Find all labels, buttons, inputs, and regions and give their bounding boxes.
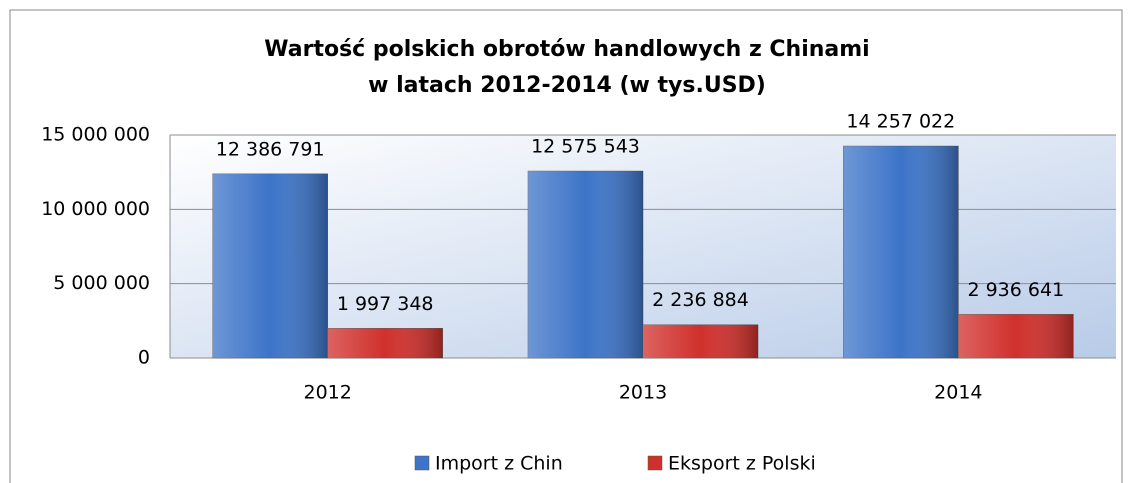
- legend-label: Eksport z Polski: [668, 453, 816, 475]
- bar-shine: [528, 171, 643, 358]
- bar-shine: [327, 328, 443, 358]
- legend-label: Import z Chin: [435, 453, 563, 475]
- chart-border: [9, 9, 1123, 483]
- chart-title: Wartość polskich obrotów handlowych z Ch…: [264, 37, 869, 62]
- x-tick-label: 2014: [934, 382, 982, 404]
- x-tick-label: 2012: [303, 382, 351, 404]
- legend-swatch: [647, 455, 663, 471]
- data-label: 14 257 022: [846, 111, 955, 133]
- bar-shine: [643, 324, 758, 358]
- bar-shine: [843, 146, 959, 358]
- data-label: 12 575 543: [531, 136, 640, 158]
- data-label: 2 236 884: [652, 289, 749, 311]
- chart-title: w latach 2012-2014 (w tys.USD): [368, 73, 766, 98]
- legend-swatch: [414, 455, 430, 471]
- y-tick-label: 15 000 000: [41, 124, 150, 146]
- y-tick-label: 0: [138, 347, 150, 369]
- bar-shine: [958, 314, 1074, 358]
- y-tick-label: 10 000 000: [41, 198, 150, 220]
- y-tick-label: 5 000 000: [53, 272, 150, 294]
- bar-shine: [212, 173, 328, 358]
- x-tick-label: 2013: [619, 382, 667, 404]
- data-label: 12 386 791: [216, 138, 325, 160]
- data-label: 1 997 348: [337, 293, 434, 315]
- data-label: 2 936 641: [967, 279, 1064, 301]
